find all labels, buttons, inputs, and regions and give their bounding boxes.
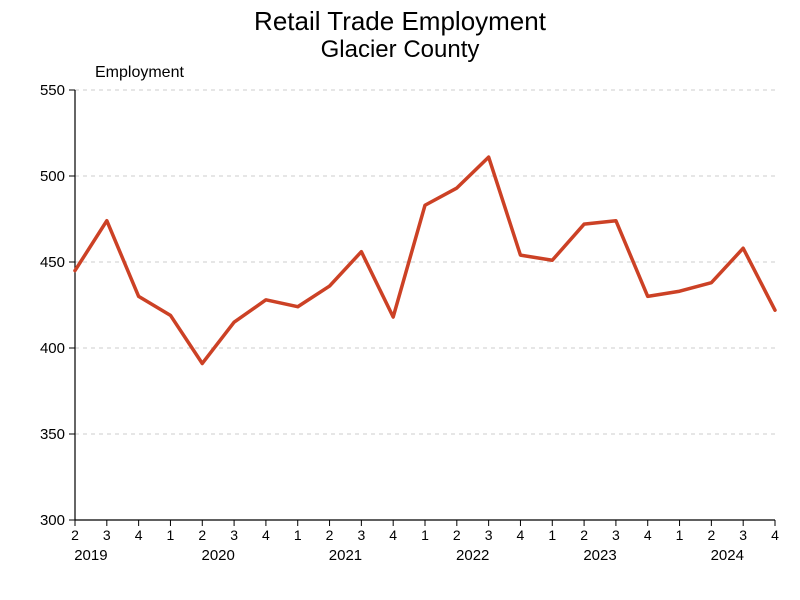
x-quarter-label: 3 — [612, 527, 620, 543]
x-quarter-label: 2 — [580, 527, 588, 543]
x-quarter-label: 1 — [167, 527, 175, 543]
x-year-label: 2024 — [711, 547, 744, 564]
x-quarter-label: 3 — [739, 527, 747, 543]
x-quarter-label: 2 — [198, 527, 206, 543]
x-quarter-label: 1 — [548, 527, 556, 543]
x-quarter-label: 3 — [485, 527, 493, 543]
y-tick-label: 350 — [40, 426, 65, 443]
y-tick-label: 300 — [40, 512, 65, 529]
x-year-label: 2021 — [329, 547, 362, 564]
chart-container: Retail Trade Employment Glacier County E… — [0, 0, 800, 600]
x-quarter-label: 4 — [771, 527, 779, 543]
x-quarter-label: 3 — [230, 527, 238, 543]
y-tick-label: 450 — [40, 254, 65, 271]
x-year-label: 2023 — [583, 547, 616, 564]
x-quarter-label: 4 — [135, 527, 143, 543]
x-year-label: 2019 — [74, 547, 107, 564]
x-quarter-label: 1 — [294, 527, 302, 543]
x-quarter-label: 4 — [389, 527, 397, 543]
x-quarter-label: 4 — [262, 527, 270, 543]
x-quarter-label: 2 — [707, 527, 715, 543]
x-quarter-label: 2 — [453, 527, 461, 543]
x-quarter-label: 4 — [644, 527, 652, 543]
x-quarter-label: 3 — [357, 527, 365, 543]
x-year-label: 2020 — [201, 547, 234, 564]
y-tick-label: 500 — [40, 168, 65, 185]
chart-svg: 300 350 400 450 500 550 2 3 4 1 2 3 4 1 2 3 4 1 2 3 4 1 2 3 4 1 2 3… — [0, 0, 800, 600]
y-tick-label: 400 — [40, 340, 65, 357]
x-quarter-label: 2 — [71, 527, 79, 543]
x-quarter-label: 2 — [326, 527, 334, 543]
x-quarter-label: 3 — [103, 527, 111, 543]
x-quarter-label: 1 — [421, 527, 429, 543]
y-tick-label: 550 — [40, 82, 65, 99]
data-line — [75, 157, 775, 363]
x-year-label: 2022 — [456, 547, 489, 564]
x-quarter-label: 4 — [517, 527, 525, 543]
x-quarter-label: 1 — [676, 527, 684, 543]
